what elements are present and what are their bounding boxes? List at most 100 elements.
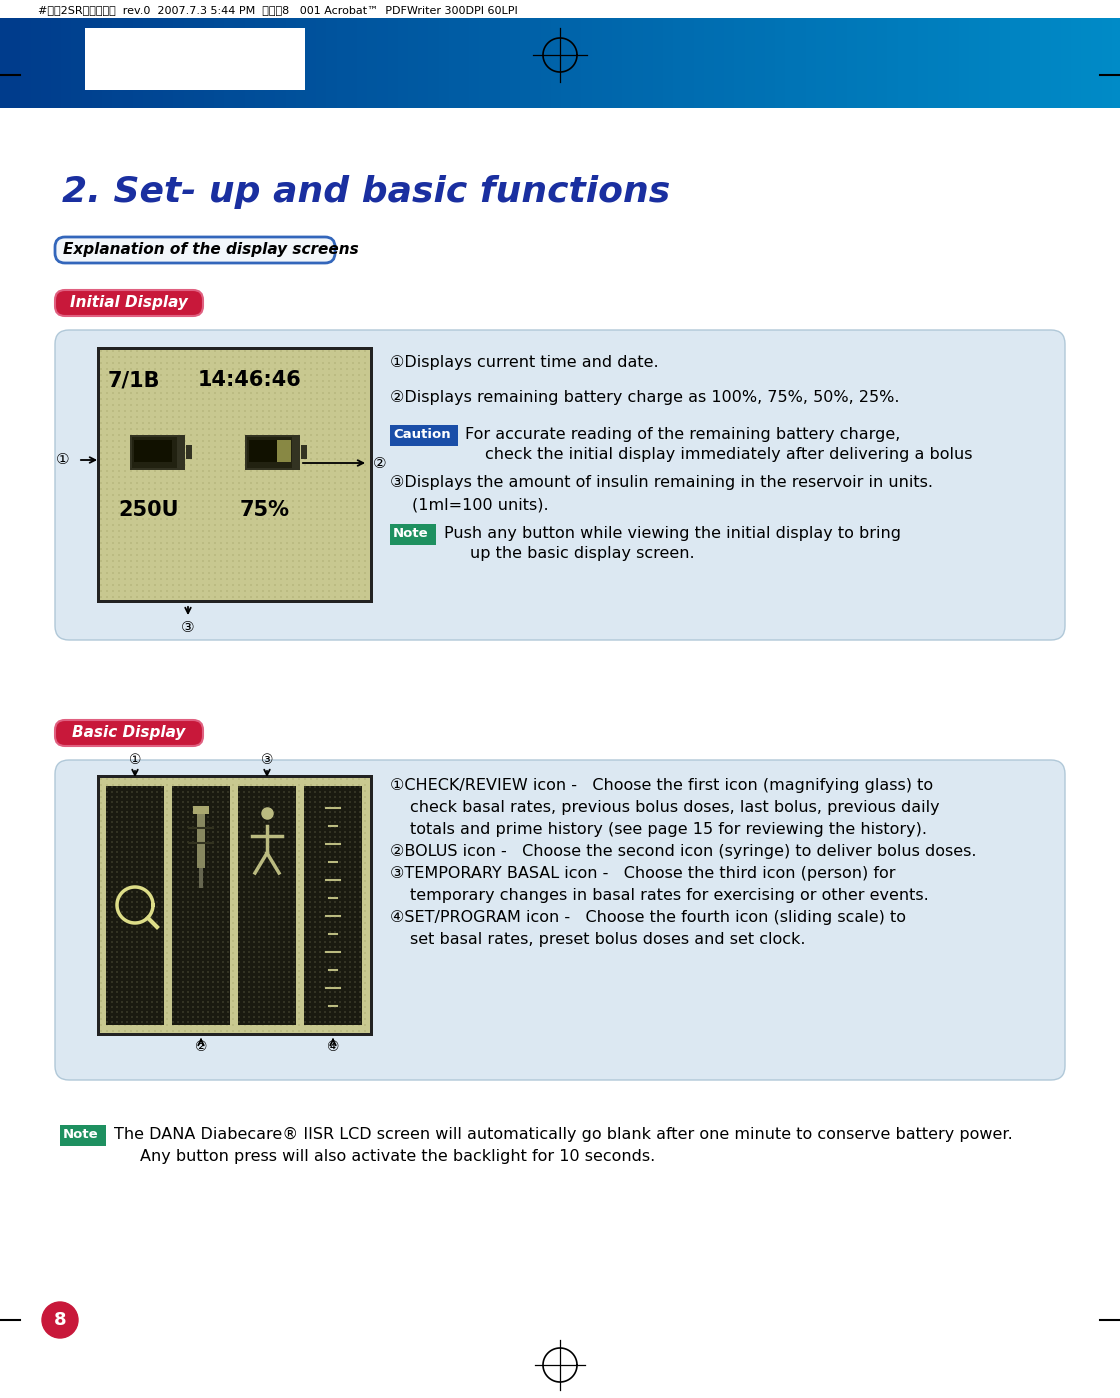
Bar <box>153 856 156 858</box>
Bar <box>268 375 270 376</box>
Bar <box>202 816 204 818</box>
Bar <box>106 791 108 793</box>
Bar <box>192 836 194 837</box>
Bar <box>184 970 186 972</box>
Bar <box>224 18 234 108</box>
Bar <box>334 995 336 998</box>
Bar <box>346 512 348 514</box>
Bar <box>243 865 245 868</box>
Bar <box>328 1000 330 1002</box>
Bar <box>136 960 138 963</box>
Bar <box>309 821 311 823</box>
Bar <box>298 1012 300 1014</box>
Bar <box>262 433 264 436</box>
Bar <box>202 886 204 888</box>
Bar <box>187 801 189 802</box>
Bar <box>360 816 361 818</box>
Bar <box>262 440 264 442</box>
Bar <box>949 18 959 108</box>
Bar <box>309 900 311 903</box>
Bar <box>161 995 164 998</box>
Bar <box>190 500 192 502</box>
Bar <box>340 561 342 562</box>
Bar <box>184 1000 186 1002</box>
Bar <box>136 886 138 888</box>
Bar <box>196 572 198 575</box>
Bar <box>142 874 144 877</box>
Bar <box>248 925 250 928</box>
Bar <box>280 850 282 851</box>
Bar <box>118 844 120 846</box>
Bar <box>214 886 216 888</box>
Bar <box>184 958 186 960</box>
Bar <box>190 1018 192 1021</box>
Bar <box>202 404 204 405</box>
Bar <box>310 1023 312 1026</box>
Bar <box>316 981 318 984</box>
Bar <box>187 791 189 793</box>
Bar <box>148 790 150 793</box>
Bar <box>250 452 252 454</box>
Bar <box>280 368 282 370</box>
Bar <box>298 923 300 924</box>
Bar <box>112 905 114 906</box>
Bar <box>274 863 276 864</box>
Bar <box>141 821 143 823</box>
Bar <box>214 350 216 352</box>
Bar <box>250 500 252 502</box>
Bar <box>111 916 113 918</box>
Bar <box>278 896 280 898</box>
Bar <box>172 356 174 358</box>
Bar <box>310 391 312 394</box>
Bar <box>190 368 192 370</box>
Bar <box>237 1007 240 1008</box>
Bar <box>106 1007 108 1008</box>
Bar <box>121 960 123 963</box>
Bar <box>202 808 204 809</box>
Bar <box>248 807 250 808</box>
Bar <box>131 861 133 863</box>
Bar <box>344 830 346 833</box>
Bar <box>280 795 282 798</box>
Bar <box>220 1023 222 1026</box>
Bar <box>112 464 114 466</box>
Bar <box>364 506 366 507</box>
Bar <box>316 795 318 798</box>
Bar <box>328 821 330 822</box>
Bar <box>334 554 336 556</box>
Bar <box>100 440 102 442</box>
Bar <box>352 970 354 972</box>
Bar <box>214 362 216 363</box>
Bar <box>263 976 265 979</box>
Bar <box>286 422 288 424</box>
Bar <box>161 826 164 828</box>
Bar <box>166 832 168 835</box>
Bar <box>192 786 194 788</box>
Bar <box>142 386 144 389</box>
Bar <box>274 905 276 906</box>
Bar <box>268 871 270 872</box>
Bar <box>232 898 234 900</box>
Bar <box>153 1007 156 1008</box>
Bar <box>202 846 204 849</box>
Bar <box>106 596 108 598</box>
Bar <box>118 530 120 533</box>
Bar <box>304 816 306 818</box>
Bar <box>292 886 293 888</box>
Bar <box>253 811 255 814</box>
Bar <box>214 524 216 526</box>
Bar <box>121 937 123 938</box>
Bar <box>304 482 306 484</box>
Bar <box>196 417 198 418</box>
Bar <box>208 488 211 491</box>
Bar <box>106 850 108 851</box>
Bar <box>190 422 192 424</box>
Bar <box>226 433 228 436</box>
Bar <box>349 801 351 802</box>
Bar <box>243 807 245 808</box>
Bar <box>232 892 234 893</box>
Bar <box>304 970 306 972</box>
Bar <box>340 784 342 786</box>
Bar <box>121 900 123 903</box>
Bar <box>207 960 209 963</box>
